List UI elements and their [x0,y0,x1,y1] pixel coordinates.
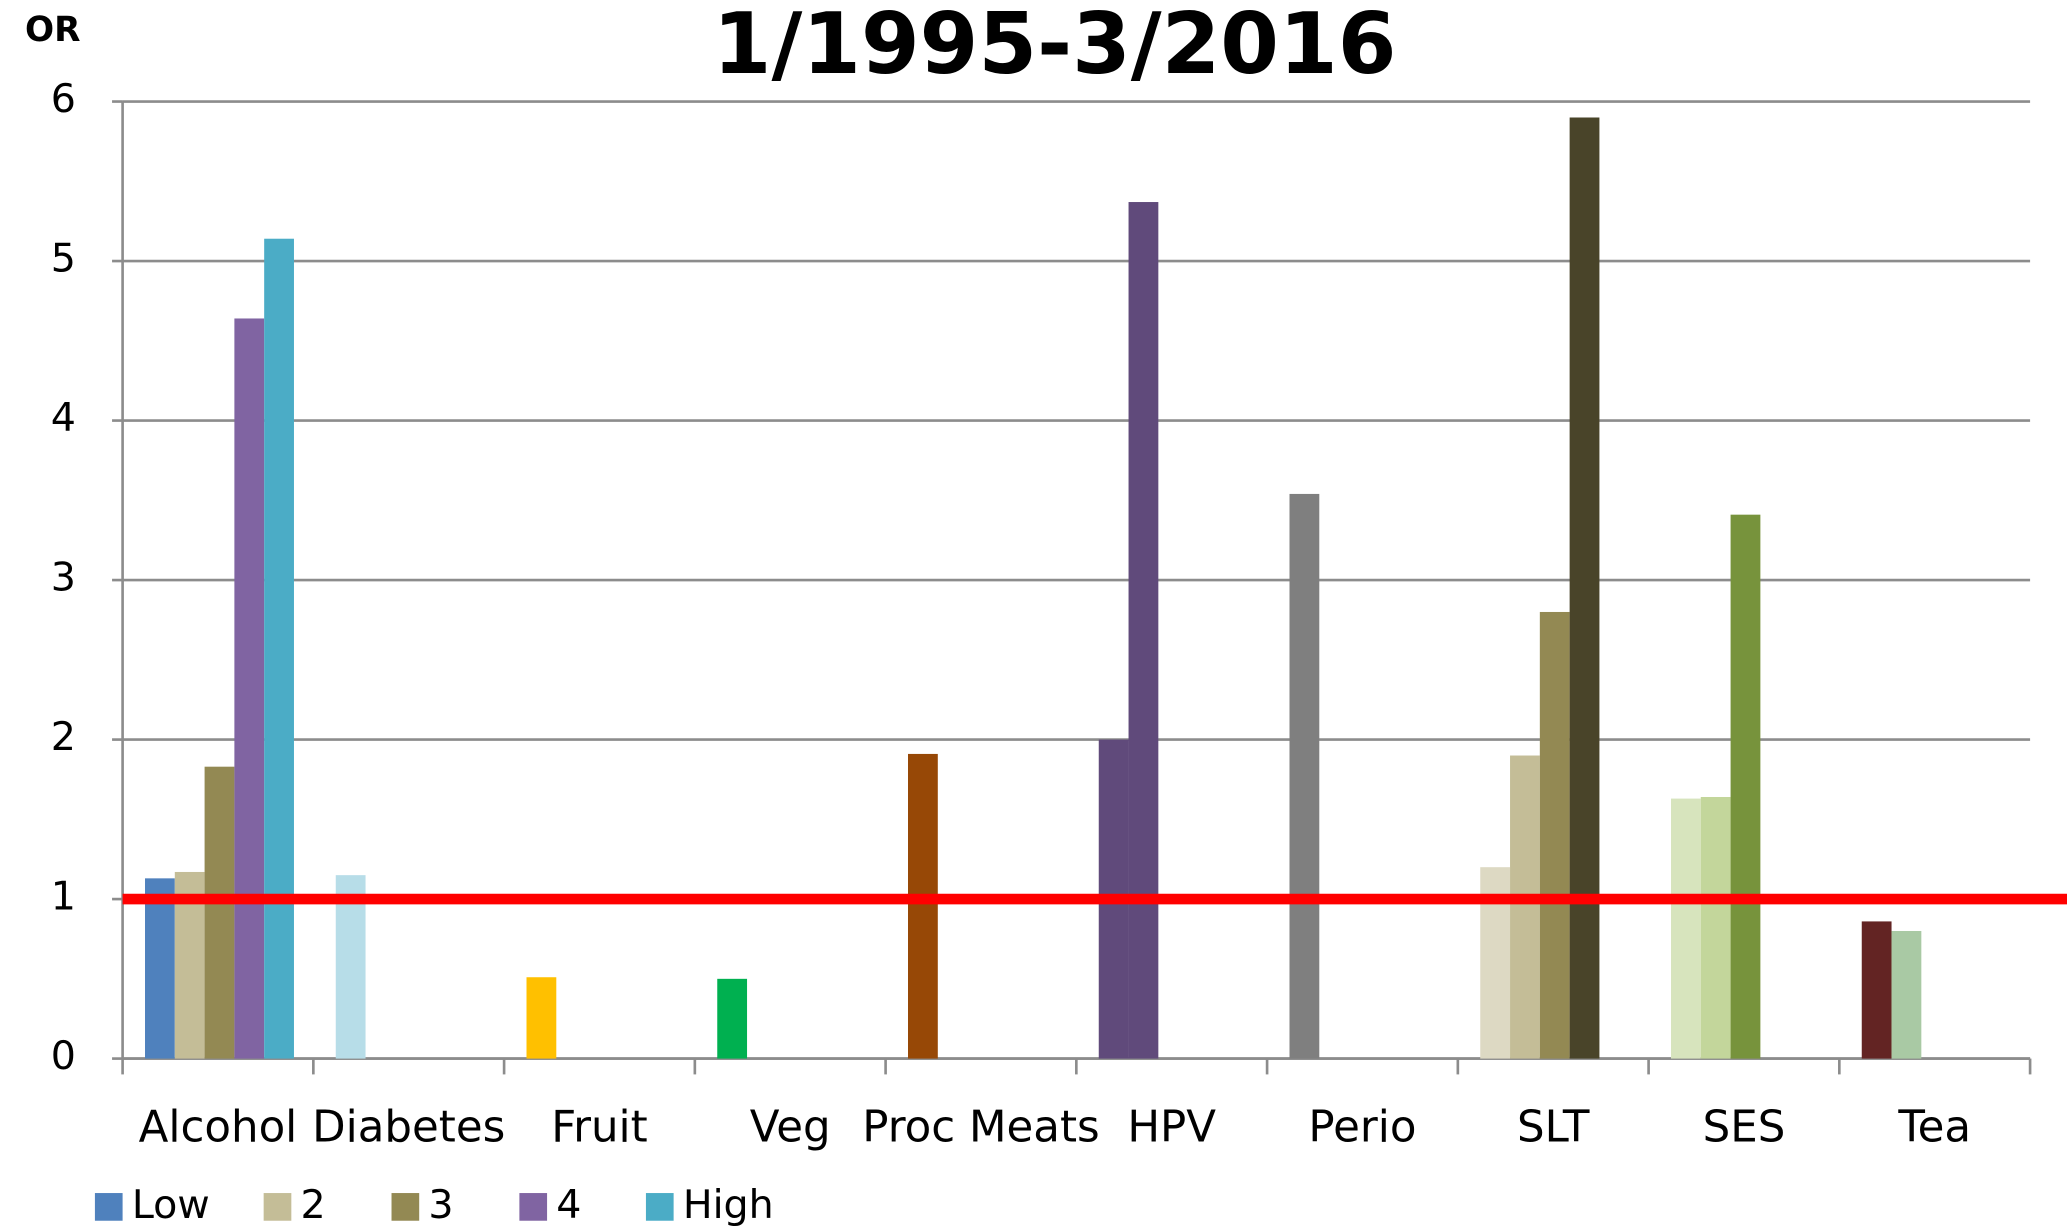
bar [204,766,235,1059]
x-tick-label-box: HPV [1127,1100,1217,1153]
x-tick-label: Fruit [551,1100,648,1153]
x-tick-label-box: Diabetes [312,1100,506,1153]
bar [1730,514,1761,1059]
x-tick-label-box: Alcohol [138,1100,298,1153]
legend-swatch [519,1193,548,1221]
legend-label: Low [132,1182,210,1228]
bar [717,978,748,1059]
legend-label: 4 [556,1182,581,1228]
bar [1700,796,1731,1059]
bar [526,977,557,1059]
x-tick-label-box: SES [1702,1100,1786,1153]
x-tick-label: Veg [749,1100,831,1153]
y-tick-label: 6 [51,76,76,122]
x-tick-label-box: SLT [1516,1100,1590,1153]
x-tick-label: Tea [1898,1100,1971,1153]
legend-label: 3 [428,1182,453,1228]
legend-swatch [94,1193,123,1221]
bar [1569,117,1600,1059]
legend-label: High [683,1182,774,1228]
x-tick-label: HPV [1127,1100,1217,1153]
bar [1128,202,1159,1059]
x-tick-label: Alcohol [138,1100,298,1153]
bar [1671,798,1701,1059]
x-tick-label-box: Tea [1898,1100,1971,1153]
bar [264,238,294,1059]
legend-swatch [645,1193,674,1221]
x-tick-label: Diabetes [312,1100,506,1153]
y-tick-label: 2 [51,714,76,760]
x-tick-label: SLT [1516,1100,1590,1153]
bar [1891,930,1922,1059]
x-tick-label-box: Proc Meats [862,1100,1100,1153]
bar [1539,611,1570,1059]
x-tick-label: SES [1702,1100,1786,1153]
bar [1289,493,1320,1059]
x-tick-label-box: Fruit [551,1100,648,1153]
y-tick-label: 0 [51,1033,76,1079]
legend-swatch [391,1193,420,1221]
y-tick-label: 1 [51,874,76,920]
chart-title: 1/1995-3/2016 [713,0,1397,93]
bar [335,875,366,1059]
bar [145,878,175,1059]
x-tick-label: Proc Meats [862,1100,1100,1153]
y-tick-label: 5 [51,236,76,282]
bar [908,753,938,1059]
bar [1861,921,1892,1059]
y-axis-label: OR [25,10,81,50]
legend-label: 2 [301,1182,326,1228]
legend-swatch [263,1193,292,1221]
y-tick-label: 4 [51,395,76,441]
x-tick-label-box: Perio [1308,1100,1417,1153]
bar [234,318,265,1059]
x-tick-label: Perio [1308,1100,1417,1153]
y-tick-label: 3 [51,555,76,601]
bar [1510,755,1540,1059]
x-tick-label-box: Veg [749,1100,831,1153]
